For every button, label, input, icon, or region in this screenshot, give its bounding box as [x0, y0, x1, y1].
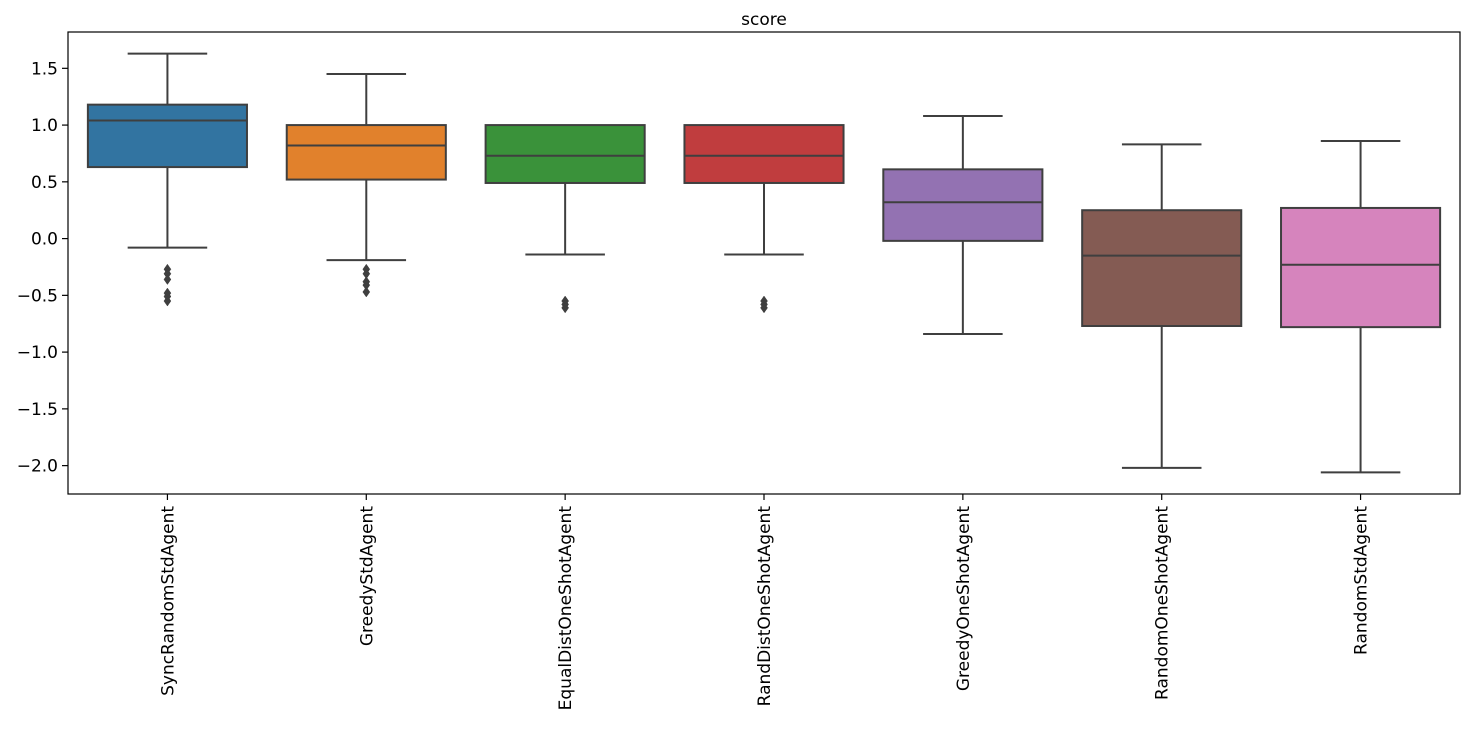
x-tick-label: RandDistOneShotAgent — [755, 506, 775, 707]
box-1-outlier-3 — [163, 274, 172, 285]
box-7-iqr — [1280, 206, 1442, 329]
plot-area: −2.0 −1.5 −1.0 −0.5 0.0 0.5 1.0 1.5 SyncRandomSt… — [17, 31, 1461, 711]
y-tick-label: −0.5 — [17, 286, 58, 306]
x-tick-label: RandomStdAgent — [1352, 506, 1372, 655]
y-tick-label: 1.5 — [31, 59, 58, 79]
box-2-iqr — [285, 124, 447, 181]
box-5-iqr — [882, 168, 1044, 242]
box-3-outlier-3 — [561, 302, 569, 314]
x-tick-label: RandomOneShotAgent — [1153, 506, 1173, 700]
x-tick-label: GreedyOneShotAgent — [954, 506, 974, 691]
chart-title: score — [741, 10, 787, 30]
axes-frame — [67, 31, 1461, 495]
x-tick-label: GreedyStdAgent — [357, 506, 377, 646]
x-tick-label: SyncRandomStdAgent — [158, 506, 178, 696]
box-6-iqr — [1081, 209, 1243, 327]
box-1-iqr — [86, 103, 248, 169]
y-tick-label: 1.0 — [31, 116, 58, 136]
y-tick-label: −1.0 — [17, 343, 58, 363]
x-tick-label: EqualDistOneShotAgent — [556, 506, 576, 711]
box-4-iqr — [683, 124, 845, 184]
y-tick-label: 0.0 — [31, 230, 58, 250]
y-tick-label: −2.0 — [17, 457, 58, 477]
box-2-outlier-5 — [362, 286, 371, 298]
box-4-outlier-3 — [760, 302, 768, 314]
y-tick-label: −1.5 — [17, 400, 58, 420]
box-1-outlier-6 — [163, 295, 172, 307]
box-3-iqr — [484, 124, 646, 184]
y-tick-label: 0.5 — [31, 173, 58, 193]
